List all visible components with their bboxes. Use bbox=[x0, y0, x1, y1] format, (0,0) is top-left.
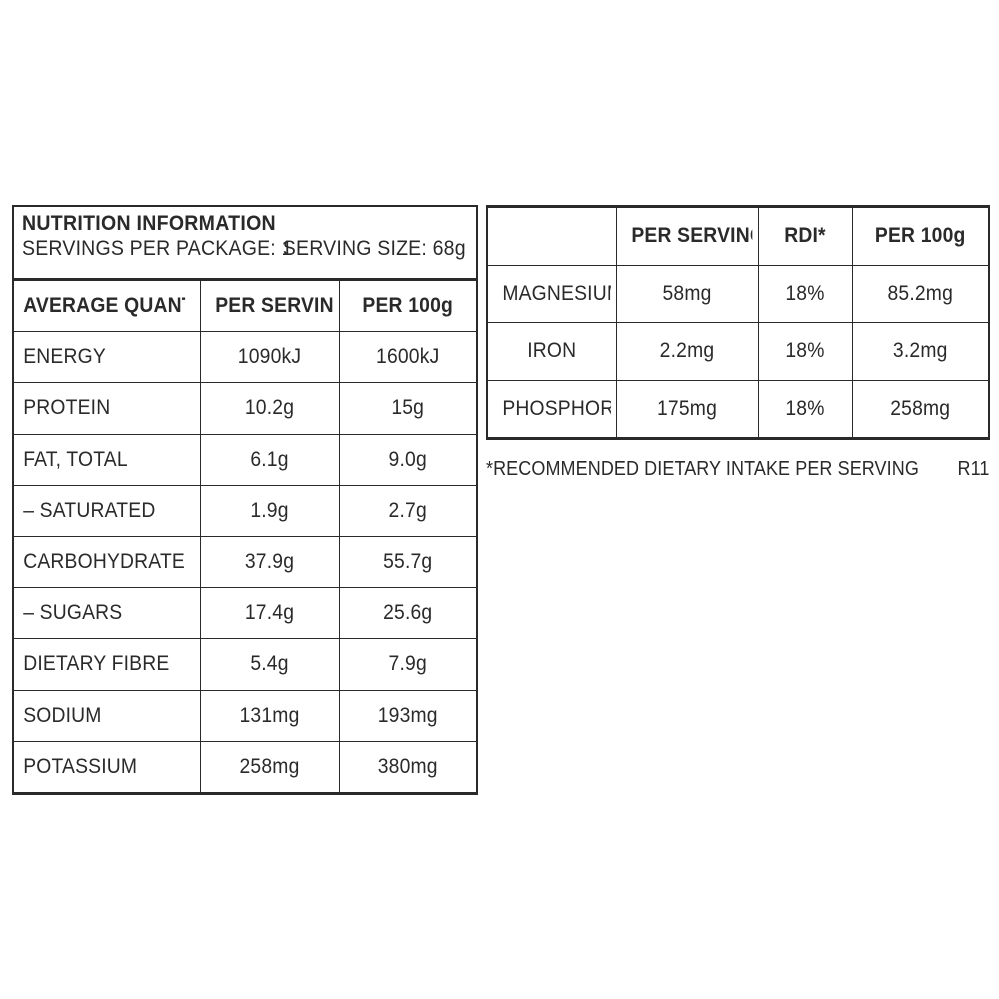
nutrient-name: CARBOHYDRATE bbox=[14, 535, 186, 589]
panel-header: NUTRITION INFORMATION SERVINGS PER PACKA… bbox=[14, 207, 476, 280]
minerals-header-row: PER SERVING RDI* PER 100g bbox=[488, 207, 988, 266]
nutrient-per-100g-value: 15g bbox=[344, 382, 471, 435]
table-row: PROTEIN 10.2g 15g bbox=[14, 382, 476, 435]
nutrient-per-100g-value: 55.7g bbox=[344, 535, 471, 589]
nutrient-per-serving-value: 6.1g bbox=[205, 433, 334, 486]
table-row: – SATURATED 1.9g 2.7g bbox=[14, 484, 476, 537]
nutrient-name: POTASSIUM bbox=[14, 740, 186, 794]
table-row: – SUGARS 17.4g 25.6g bbox=[14, 587, 476, 640]
nutrient-per-100g-value: 1600kJ bbox=[344, 331, 471, 384]
table-row: DIETARY FIBRE 5.4g 7.9g bbox=[14, 638, 476, 691]
mineral-rdi-value: 18% bbox=[761, 322, 849, 381]
table-row: ENERGY 1090kJ 1600kJ bbox=[14, 331, 476, 384]
nutrient-per-serving-value: 17.4g bbox=[205, 587, 334, 640]
nutrient-per-100g-value: 2.7g bbox=[344, 484, 471, 537]
minerals-column-header-per-serving: PER SERVING bbox=[621, 207, 753, 266]
nutrient-per-serving-value: 258mg bbox=[205, 740, 334, 794]
minerals-column-header-per-100g: PER 100g bbox=[856, 207, 983, 266]
mineral-per-100g-value: 85.2mg bbox=[856, 264, 983, 323]
nutrient-per-serving-value: 5.4g bbox=[205, 638, 334, 691]
footnote-row: *RECOMMENDED DIETARY INTAKE PER SERVING … bbox=[486, 458, 990, 484]
table-row: FAT, TOTAL 6.1g 9.0g bbox=[14, 433, 476, 486]
nutrient-name: – SUGARS bbox=[14, 587, 186, 640]
mineral-per-serving-value: 58mg bbox=[621, 264, 753, 323]
minerals-table-row: PHOSPHORUS175mg18%258mg bbox=[488, 379, 988, 438]
mineral-name: MAGNESIUM bbox=[493, 264, 612, 323]
nutrition-information-panel: NUTRITION INFORMATION SERVINGS PER PACKA… bbox=[12, 205, 478, 795]
servings-per-package: SERVINGS PER PACKAGE: 1 bbox=[22, 237, 293, 261]
mineral-per-100g-value: 258mg bbox=[856, 379, 983, 438]
nutrient-name: FAT, TOTAL bbox=[14, 433, 186, 486]
label-revision-code: R11 bbox=[958, 458, 990, 480]
column-header-per-100g: PER 100g bbox=[344, 279, 471, 333]
minerals-table: PER SERVING RDI* PER 100g MAGNESIUM58mg1… bbox=[488, 207, 988, 438]
mineral-per-100g-value: 3.2mg bbox=[856, 322, 983, 381]
page-title: NUTRITION INFORMATION bbox=[22, 212, 276, 235]
nutrient-name: – SATURATED bbox=[14, 484, 186, 537]
rdi-footnote-text: *RECOMMENDED DIETARY INTAKE PER SERVING bbox=[486, 458, 919, 480]
mineral-rdi-value: 18% bbox=[761, 379, 849, 438]
table-row: POTASSIUM 258mg 380mg bbox=[14, 740, 476, 794]
mineral-name: IRON bbox=[493, 322, 612, 381]
nutrient-per-100g-value: 7.9g bbox=[344, 638, 471, 691]
serving-size: SERVING SIZE: 68g bbox=[283, 237, 466, 261]
minerals-panel: PER SERVING RDI* PER 100g MAGNESIUM58mg1… bbox=[486, 205, 990, 440]
nutrient-per-serving-value: 10.2g bbox=[205, 382, 334, 435]
column-header-quantity: AVERAGE QUANTITY bbox=[14, 279, 186, 333]
table-row: CARBOHYDRATE 37.9g 55.7g bbox=[14, 535, 476, 589]
mineral-per-serving-value: 175mg bbox=[621, 379, 753, 438]
nutrient-name: DIETARY FIBRE bbox=[14, 638, 186, 691]
nutrient-name: SODIUM bbox=[14, 689, 186, 742]
nutrient-per-100g-value: 25.6g bbox=[344, 587, 471, 640]
nutrient-per-100g-value: 193mg bbox=[344, 689, 471, 742]
main-table-wrap: AVERAGE QUANTITY PER SERVING PER 100g EN… bbox=[14, 279, 476, 794]
main-nutrition-table: AVERAGE QUANTITY PER SERVING PER 100g EN… bbox=[14, 279, 476, 794]
panel-header-subrow: SERVINGS PER PACKAGE: 1 SERVING SIZE: 68… bbox=[22, 237, 468, 263]
table-header-row: AVERAGE QUANTITY PER SERVING PER 100g bbox=[14, 279, 476, 333]
nutrient-per-serving-value: 1.9g bbox=[205, 484, 334, 537]
nutrient-per-serving-value: 37.9g bbox=[205, 535, 334, 589]
minerals-column-header-blank bbox=[493, 207, 612, 266]
minerals-table-row: MAGNESIUM58mg18%85.2mg bbox=[488, 264, 988, 323]
minerals-table-row: IRON 2.2mg 18% 3.2mg bbox=[488, 322, 988, 381]
column-header-per-serving: PER SERVING bbox=[205, 279, 334, 333]
mineral-per-serving-value: 2.2mg bbox=[621, 322, 753, 381]
nutrient-per-serving-value: 1090kJ bbox=[205, 331, 334, 384]
nutrient-name: ENERGY bbox=[14, 331, 186, 384]
minerals-column-header-rdi: RDI* bbox=[761, 207, 849, 266]
mineral-rdi-value: 18% bbox=[761, 264, 849, 323]
table-row: SODIUM 131mg 193mg bbox=[14, 689, 476, 742]
nutrient-per-100g-value: 380mg bbox=[344, 740, 471, 794]
mineral-name: PHOSPHORUS bbox=[493, 379, 612, 438]
nutrient-name: PROTEIN bbox=[14, 382, 186, 435]
nutrient-per-100g-value: 9.0g bbox=[344, 433, 471, 486]
nutrient-per-serving-value: 131mg bbox=[205, 689, 334, 742]
